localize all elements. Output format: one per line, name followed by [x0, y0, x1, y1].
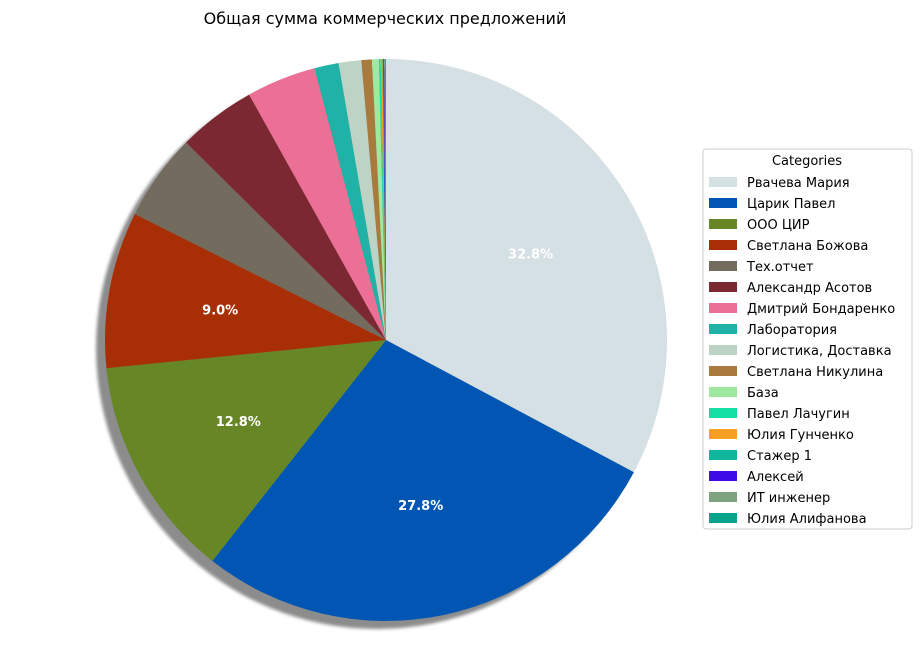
- pie-slice-4: [134, 142, 386, 340]
- pie-slice-15: [384, 59, 386, 340]
- pie-slice-16: [385, 58, 386, 340]
- pie-slice-13: [382, 59, 386, 340]
- legend-swatch-4: [709, 261, 737, 271]
- legend-label-11: Павел Лачугин: [747, 407, 850, 422]
- legend-swatch-7: [709, 324, 737, 334]
- pie-slice-6: [249, 68, 386, 341]
- legend-swatch-0: [709, 177, 737, 187]
- legend-label-7: Лаборатория: [747, 323, 837, 338]
- legend-label-1: Царик Павел: [747, 197, 835, 212]
- pie-slice-2: [106, 340, 387, 561]
- pie-slice-1: [212, 340, 634, 622]
- legend-label-4: Тех.отчет: [746, 260, 814, 275]
- legend-label-6: Дмитрий Бондаренко: [747, 302, 895, 317]
- pie-slice-14: [383, 59, 386, 341]
- chart-title: Общая сумма коммерческих предложений: [204, 9, 567, 28]
- legend-swatch-11: [709, 408, 737, 418]
- legend-label-5: Александр Асотов: [747, 281, 872, 296]
- pie-slice-8: [338, 60, 386, 341]
- legend-label-12: Юлия Гунченко: [747, 428, 854, 443]
- legend-title: Categories: [772, 154, 842, 169]
- legend-frame: [702, 148, 913, 530]
- pie-percent-label-1: 27.8%: [398, 499, 443, 514]
- pie-slice-12: [380, 59, 386, 341]
- legend: Categories Рвачева Мария Царик Павел ООО Ц…: [702, 148, 913, 530]
- legend-label-3: Светлана Божова: [747, 239, 868, 254]
- pie-percent-label-2: 12.8%: [216, 415, 261, 430]
- legend-swatch-13: [709, 450, 737, 460]
- legend-swatch-3: [709, 240, 737, 250]
- legend-swatch-16: [709, 513, 737, 523]
- pie-slice-7: [314, 63, 386, 340]
- pie-slice-3: [105, 214, 386, 369]
- legend-swatch-2: [709, 219, 737, 229]
- legend-label-15: ИТ инженер: [747, 491, 830, 506]
- legend-label-2: ООО ЦИР: [747, 218, 810, 233]
- legend-label-0: Рвачева Мария: [747, 176, 850, 191]
- legend-swatch-6: [709, 303, 737, 313]
- legend-items: Рвачева Мария Царик Павел ООО ЦИР Светлана …: [709, 176, 895, 527]
- legend-swatch-14: [709, 471, 737, 481]
- legend-label-9: Светлана Никулина: [747, 365, 883, 380]
- pie-slice-0: [386, 59, 667, 473]
- legend-label-8: Логистика, Доставка: [747, 344, 892, 359]
- legend-swatch-10: [709, 387, 737, 397]
- legend-swatch-9: [709, 366, 737, 376]
- legend-swatch-5: [709, 282, 737, 292]
- pie-slice-9: [361, 59, 386, 340]
- legend-swatch-15: [709, 492, 737, 502]
- legend-label-16: Юлия Алифанова: [747, 512, 867, 527]
- legend-label-14: Алексей: [747, 470, 804, 485]
- legend-label-13: Стажер 1: [747, 449, 812, 464]
- pie-percent-label-0: 32.8%: [508, 247, 553, 262]
- legend-swatch-8: [709, 345, 737, 355]
- legend-swatch-1: [709, 198, 737, 208]
- pie-percent-labels: 32.8% 27.8% 12.8% 9.0%: [202, 247, 553, 514]
- pie-slice-10: [371, 59, 386, 341]
- pie-slices: [105, 58, 667, 622]
- pie-slice-5: [186, 94, 386, 340]
- legend-label-10: База: [747, 386, 779, 401]
- pie-percent-label-3: 9.0%: [202, 303, 238, 318]
- pie-slice-11: [378, 59, 386, 341]
- legend-swatch-12: [709, 429, 737, 439]
